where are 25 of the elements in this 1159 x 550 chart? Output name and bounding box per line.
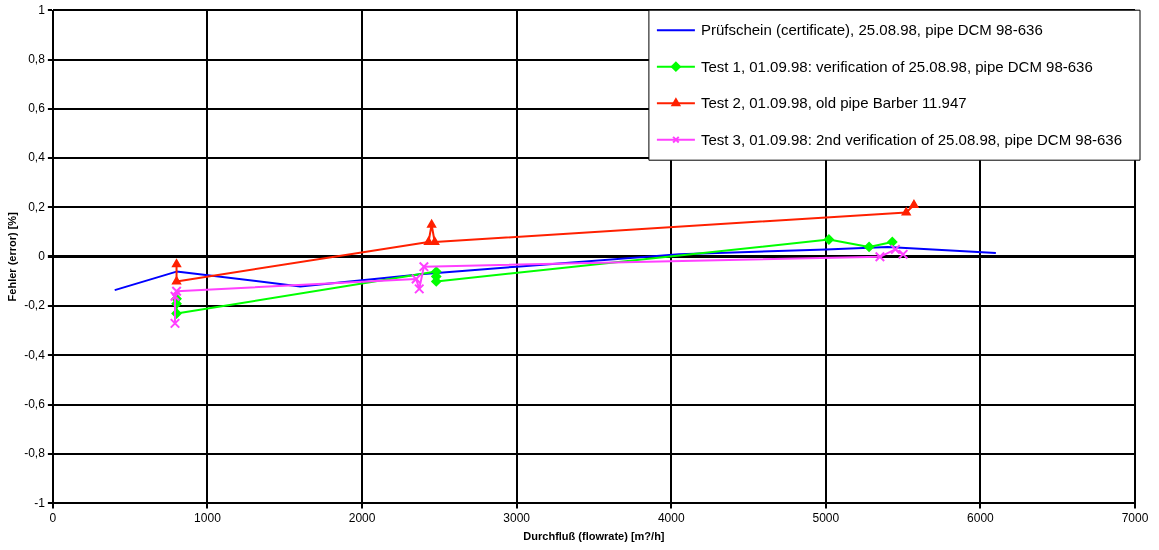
legend-label: Test 2, 01.09.98, old pipe Barber 11.947 <box>700 94 967 112</box>
y-tick-label: 0 <box>38 249 46 264</box>
y-tick-label: 0,6 <box>28 101 46 116</box>
y-tick-label: -0,6 <box>24 397 46 412</box>
x-tick-label: 2000 <box>348 510 376 525</box>
y-tick-label: -0,4 <box>24 347 46 362</box>
y-tick-label: -1 <box>34 495 46 510</box>
y-tick-label: -0,2 <box>24 298 46 313</box>
y-axis-title: Fehler (error) [%] <box>5 211 18 302</box>
legend-label: Test 1, 01.09.98: verification of 25.08.98, pipe DCM 98-636 <box>700 57 1093 75</box>
x-tick-label: 7000 <box>1121 510 1149 525</box>
y-tick-label: 0,2 <box>28 199 46 214</box>
x-tick-label: 3000 <box>503 510 531 525</box>
y-tick-label: 1 <box>38 2 46 17</box>
y-tick-label: 0,4 <box>28 150 46 165</box>
x-tick-label: 6000 <box>967 510 995 525</box>
x-tick-label: 0 <box>49 510 57 525</box>
legend-label: Test 3, 01.09.98: 2nd verification of 25.08.98, pipe DCM 98-636 <box>700 130 1123 148</box>
y-tick-label: -0,8 <box>24 446 46 461</box>
x-tick-label: 5000 <box>812 510 840 525</box>
x-tick-label: 4000 <box>657 510 685 525</box>
y-tick-label: 0,8 <box>28 51 46 66</box>
x-axis-title: Durchfluß (flowrate) [m?/h] <box>523 530 665 543</box>
x-tick-label: 1000 <box>194 510 222 525</box>
legend-label: Prüfschein (certificate), 25.08.98, pipe DCM 98-636 <box>700 21 1043 39</box>
